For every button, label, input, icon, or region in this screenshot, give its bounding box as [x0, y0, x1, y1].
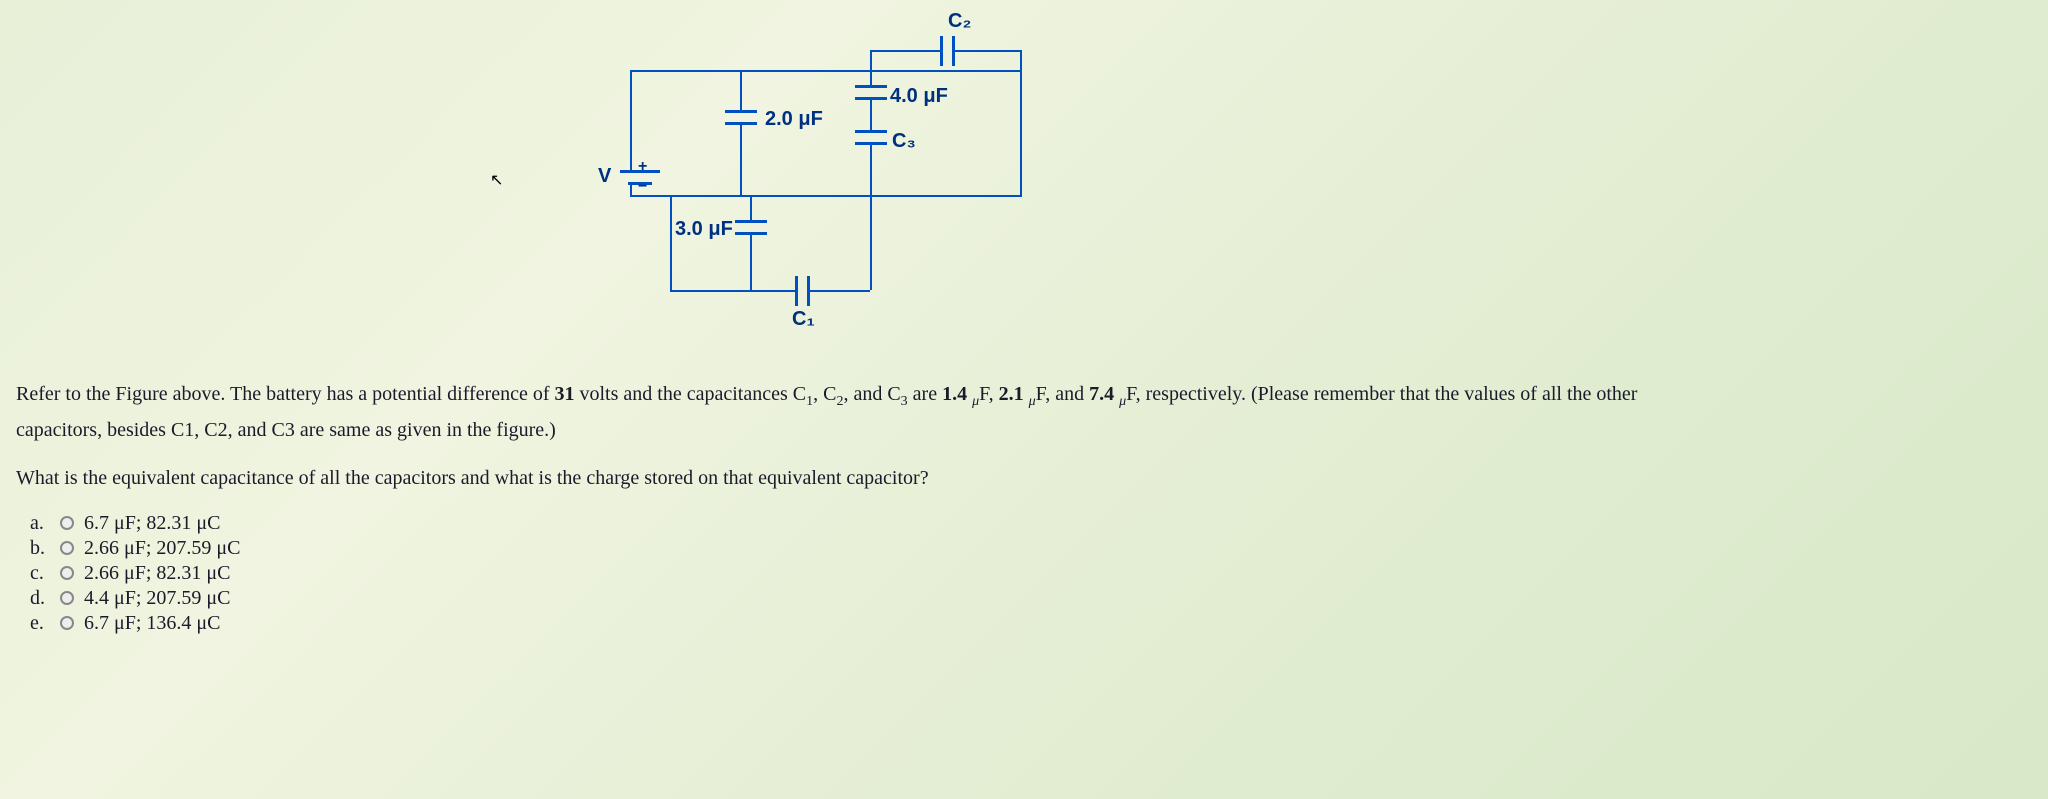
radio-icon[interactable]: [60, 616, 74, 630]
q-para2: capacitors, besides C1, C2, and C3 are s…: [16, 416, 2032, 444]
option-letter: e.: [30, 612, 50, 635]
option-text: 6.7 μF; 136.4 μC: [84, 612, 220, 635]
option-letter: a.: [30, 512, 50, 535]
cap-2uf-label: 2.0 μF: [765, 108, 823, 131]
option-d[interactable]: d. 4.4 μF; 207.59 μC: [30, 587, 2038, 610]
answer-options: a. 6.7 μF; 82.31 μC b. 2.66 μF; 207.59 μ…: [10, 512, 2038, 635]
option-b[interactable]: b. 2.66 μF; 207.59 μC: [30, 537, 2038, 560]
option-a[interactable]: a. 6.7 μF; 82.31 μC: [30, 512, 2038, 535]
cap-4uf-label: 4.0 μF: [890, 85, 948, 108]
circuit-diagram: V + − 2.0 μF 4.0 μF C₃ C₂: [570, 30, 1170, 330]
option-text: 2.66 μF; 207.59 μC: [84, 537, 240, 560]
cap-c2-label: C₂: [948, 10, 971, 33]
option-e[interactable]: e. 6.7 μF; 136.4 μC: [30, 612, 2038, 635]
battery-plus: +: [638, 158, 647, 176]
option-c[interactable]: c. 2.66 μF; 82.31 μC: [30, 562, 2038, 585]
option-text: 2.66 μF; 82.31 μC: [84, 562, 230, 585]
radio-icon[interactable]: [60, 516, 74, 530]
radio-icon[interactable]: [60, 566, 74, 580]
q-volts: 31: [555, 383, 575, 405]
question-text: Refer to the Figure above. The battery h…: [10, 380, 2038, 492]
cursor-icon: ↖: [490, 170, 503, 190]
cap-c1-label: C₁: [792, 308, 815, 331]
q-text: Refer to the Figure above. The battery h…: [16, 383, 555, 405]
option-letter: c.: [30, 562, 50, 585]
radio-icon[interactable]: [60, 591, 74, 605]
radio-icon[interactable]: [60, 541, 74, 555]
option-letter: d.: [30, 587, 50, 610]
q-prompt: What is the equivalent capacitance of al…: [16, 464, 2032, 492]
battery-label: V: [598, 165, 611, 188]
option-text: 6.7 μF; 82.31 μC: [84, 512, 220, 535]
option-letter: b.: [30, 537, 50, 560]
battery-minus: −: [638, 178, 647, 196]
option-text: 4.4 μF; 207.59 μC: [84, 587, 230, 610]
cap-c3-label: C₃: [892, 130, 916, 153]
cap-3uf-label: 3.0 μF: [675, 218, 733, 241]
